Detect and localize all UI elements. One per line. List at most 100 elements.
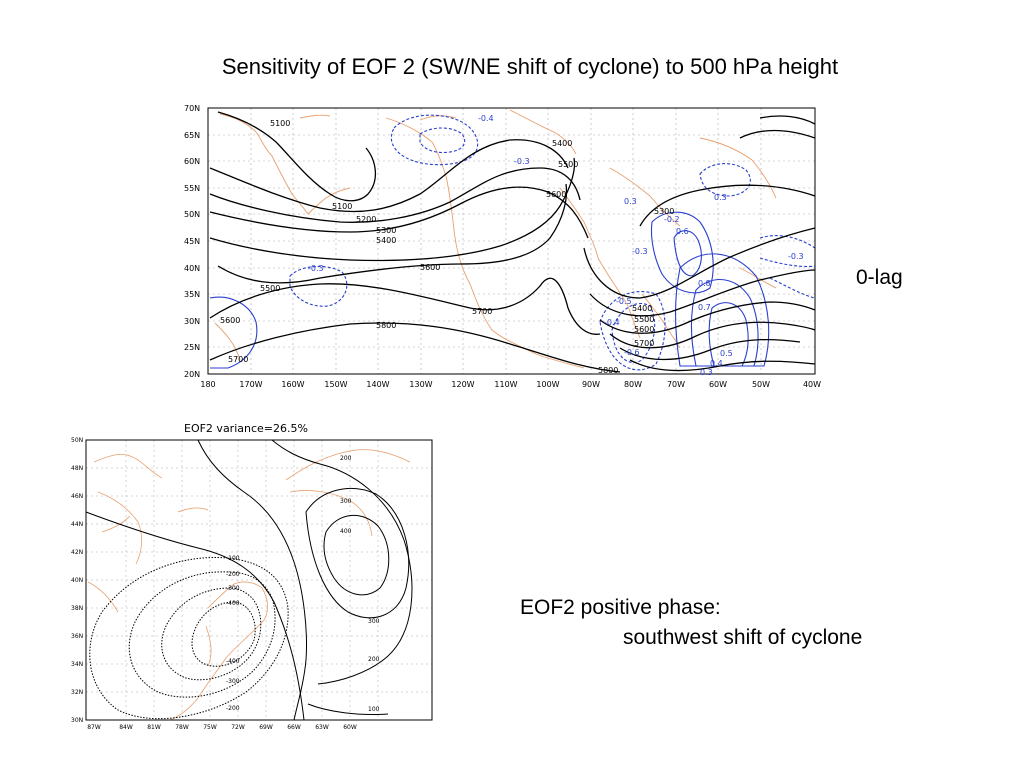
contour-label: -400 (226, 600, 240, 607)
lat-label: 45N (184, 237, 200, 246)
height-label: 5100 (332, 202, 352, 211)
sensitivity-label: 0.6 (676, 227, 689, 236)
lon-label: 100W (536, 380, 559, 389)
lon-label: 40W (803, 380, 821, 389)
phase-label-line1: EOF2 positive phase: (520, 596, 721, 619)
lat-label: 48N (71, 465, 83, 472)
height-label: 5400 (376, 236, 396, 245)
lat-label: 50N (71, 437, 83, 444)
lat-label: 40N (184, 264, 200, 273)
sensitivity-label: -0.4 (604, 318, 620, 327)
contour-label: 100 (368, 706, 380, 713)
lat-label: 34N (71, 661, 83, 668)
sensitivity-label: 0.3 (624, 197, 637, 206)
lon-label: 60W (709, 380, 727, 389)
sensitivity-label: 0.7 (698, 303, 711, 312)
map1-sensitivity-labels: -0.4 -0.3 -0.3 -0.3 0.3 0.3 -0.2 0.6 -0.… (308, 114, 804, 377)
sensitivity-map: 5100 5100 5200 5300 5400 5400 5500 5600 … (184, 104, 821, 389)
sensitivity-label: 0.3 (700, 368, 713, 377)
lon-label: 84W (119, 724, 133, 731)
sensitivity-label: -0.3 (788, 252, 804, 261)
lat-label: 65N (184, 131, 200, 140)
height-label: 5500 (558, 160, 578, 169)
height-label: 5800 (598, 366, 618, 375)
lat-label: 40N (71, 577, 83, 584)
map1-height-labels: 5100 5100 5200 5300 5400 5400 5500 5600 … (220, 119, 674, 375)
sensitivity-label: -0.5 (616, 297, 632, 306)
height-label: 5700 (472, 307, 492, 316)
lat-label: 30N (71, 717, 83, 724)
contour-label: -200 (226, 571, 240, 578)
height-label: 5500 (260, 284, 280, 293)
contour-label: 300 (340, 498, 352, 505)
lon-label: 120W (451, 380, 474, 389)
lon-label: 75W (203, 724, 217, 731)
page-title: Sensitivity of EOF 2 (SW/NE shift of cyc… (221, 54, 839, 79)
map2-lat-labels: 50N 48N 46N 44N 42N 40N 38N 36N 34N 32N … (71, 437, 83, 724)
contour-label: -200 (226, 705, 240, 712)
lat-label: 50N (184, 210, 200, 219)
contour-label: 200 (340, 455, 352, 462)
contour-label: 300 (368, 618, 380, 625)
lat-label: 44N (71, 521, 83, 528)
contour-label: -100 (226, 555, 240, 562)
height-label: 5600 (546, 190, 566, 199)
map2-lon-labels: 87W 84W 81W 78W 75W 72W 69W 66W 63W 60W (87, 724, 357, 731)
map1-lat-labels: 70N 65N 60N 55N 50N 45N 40N 35N 30N 25N … (184, 104, 200, 379)
lat-label: 25N (184, 343, 200, 352)
lat-label: 55N (184, 184, 200, 193)
sensitivity-label: 0.5 (720, 349, 733, 358)
sensitivity-label: -0.3 (514, 157, 530, 166)
lon-label: 50W (752, 380, 770, 389)
lon-label: 170W (239, 380, 262, 389)
height-label: 5800 (376, 321, 396, 330)
height-label: 5500 (634, 315, 654, 324)
lon-label: 160W (281, 380, 304, 389)
map1-sensitivity-contours (209, 114, 816, 371)
lat-label: 46N (71, 493, 83, 500)
sensitivity-label: 0.4 (710, 359, 723, 368)
height-label: 5700 (228, 355, 248, 364)
eof2-map: EOF2 variance=26.5% (71, 422, 433, 731)
sensitivity-label: 0.3 (714, 193, 727, 202)
sensitivity-label: -0.2 (664, 215, 680, 224)
lon-label: 72W (231, 724, 245, 731)
lon-label: 180 (200, 380, 215, 389)
map2-grid (86, 440, 432, 720)
map2-negative-contours (89, 557, 289, 720)
map1-grid (208, 108, 815, 374)
lat-label: 32N (71, 689, 83, 696)
lon-label: 69W (259, 724, 273, 731)
lon-label: 78W (175, 724, 189, 731)
map2-coastlines (87, 449, 411, 721)
sensitivity-label: -0.4 (478, 114, 494, 123)
lat-label: 30N (184, 317, 200, 326)
lon-label: 140W (366, 380, 389, 389)
lon-label: 81W (147, 724, 161, 731)
lon-label: 60W (343, 724, 357, 731)
lon-label: 87W (87, 724, 101, 731)
map1-lon-labels: 180 170W 160W 150W 140W 130W 120W 110W 1… (200, 380, 821, 389)
sensitivity-label: -0.6 (624, 348, 640, 357)
height-label: 5400 (632, 304, 652, 313)
lag-label: 0-lag (856, 266, 903, 289)
lat-label: 70N (184, 104, 200, 113)
map1-frame (207, 107, 816, 375)
height-label: 5100 (270, 119, 290, 128)
lon-label: 130W (409, 380, 432, 389)
map2-title: EOF2 variance=26.5% (184, 422, 308, 435)
lon-label: 110W (494, 380, 517, 389)
phase-label-line2: southwest shift of cyclone (623, 626, 863, 649)
height-label: 5200 (356, 215, 376, 224)
height-label: 5700 (634, 339, 654, 348)
lon-label: 90W (582, 380, 600, 389)
map1-height-contours (209, 111, 816, 373)
lat-label: 42N (71, 549, 83, 556)
map2-contour-labels: 200 300 400 300 200 100 -100 -200 -300 -… (226, 455, 380, 713)
lon-label: 80W (624, 380, 642, 389)
height-label: 5600 (634, 325, 654, 334)
contour-label: -300 (226, 678, 240, 685)
sensitivity-label: -0.3 (308, 264, 324, 273)
lat-label: 60N (184, 157, 200, 166)
map1-coastlines (214, 109, 777, 369)
